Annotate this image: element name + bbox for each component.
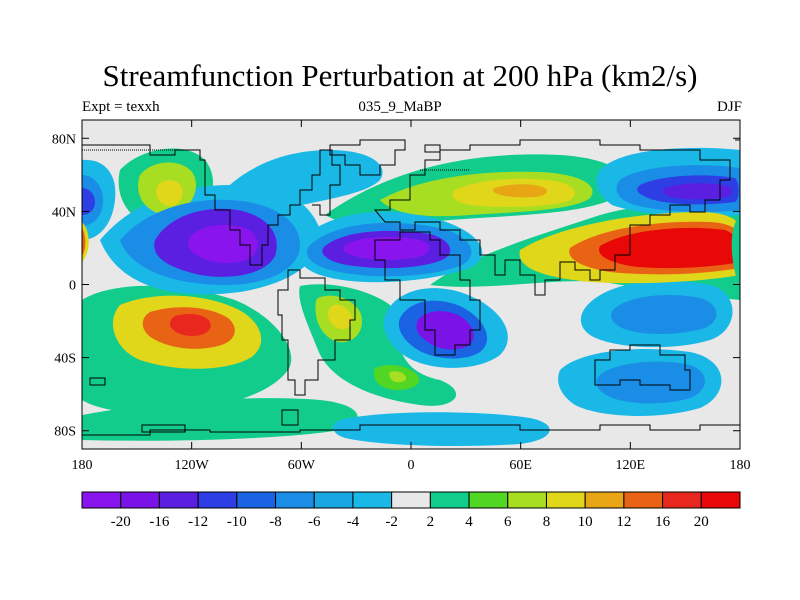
x-tick-label-1: 120W	[175, 458, 210, 473]
coastline-australia	[594, 344, 691, 391]
contour-red-east-pacific	[170, 314, 211, 336]
coastline-south-america	[277, 269, 356, 396]
colorbar-swatch-10	[468, 491, 509, 509]
colorbar-label-15: 20	[694, 514, 709, 530]
colorbar-label-3: -10	[227, 514, 247, 530]
coastline-antarctica	[82, 424, 740, 436]
colorbar: -20 -16 -12 -10 -8 -6 -4 -2 2 4 6 8 10 12 16 20	[81, 491, 741, 530]
colorbar-label-1: -16	[149, 514, 169, 530]
x-tick-label-5: 120E	[616, 458, 646, 473]
contour-blue-pacific-s-mid	[610, 295, 717, 334]
colorbar-label-4: -8	[269, 514, 282, 530]
y-tick-label-1: 40N	[52, 205, 76, 220]
colorbar-label-14: 16	[655, 514, 671, 530]
contour-deeppurple-africa	[343, 237, 430, 260]
colorbar-swatch-11	[507, 491, 547, 509]
subtitle-left: Expt = texxh	[82, 99, 160, 115]
colorbar-label-2: -12	[188, 514, 208, 530]
y-tick-label-4: 80S	[54, 425, 76, 440]
y-tick-label-2: 0	[69, 279, 76, 294]
colorbar-label-7: -2	[385, 514, 398, 530]
contour-yellowcore-atlantic	[328, 304, 353, 330]
colorbar-label-12: 10	[578, 514, 593, 530]
contour-field	[82, 147, 740, 446]
y-tick-label-3: 40S	[54, 352, 76, 367]
contour-blue-north-atlantic	[215, 150, 383, 214]
contour-purple-pacific-n	[662, 183, 732, 200]
subtitle-center: 035_9_MaBP	[358, 99, 442, 115]
coastline-eurasia	[373, 139, 731, 296]
colorbar-swatch-12	[545, 491, 586, 509]
colorbar-label-13: 12	[616, 514, 631, 530]
contour-purple-west-north	[82, 188, 95, 215]
coastline-africa	[374, 231, 481, 356]
x-tick-label-3: 0	[408, 458, 415, 473]
colorbar-swatch-2	[158, 491, 199, 509]
coastline-small-islands	[89, 139, 740, 433]
contour-yellow-south-atlantic	[389, 371, 407, 383]
colorbar-swatch-7	[352, 491, 393, 509]
colorbar-swatch-6	[313, 491, 354, 509]
x-tick-label-0: 180	[72, 458, 93, 473]
colorbar-label-5: -6	[308, 514, 321, 530]
coastline-greenland	[329, 139, 406, 176]
colorbar-label-0: -20	[111, 514, 131, 530]
contour-blue-antarctic	[333, 412, 550, 446]
map-axes: 180 120W 60W 0 60E 120E 180 80N 40N 0 40S 80S	[52, 120, 751, 473]
colorbar-swatch-16	[700, 491, 741, 509]
colorbar-label-11: 8	[543, 514, 551, 530]
colorbar-swatch-15	[662, 491, 702, 509]
x-tick-label-4: 60E	[509, 458, 532, 473]
colorbar-label-8: 2	[427, 514, 435, 530]
contour-yellowcore-west-north	[156, 180, 183, 206]
coastline-arctic-line	[82, 149, 470, 171]
colorbar-swatch-14	[623, 491, 664, 509]
colorbar-swatch-8	[391, 491, 431, 509]
contour-green-east-edge	[731, 215, 740, 290]
colorbar-swatch-13	[584, 491, 625, 509]
y-tick-label-0: 80N	[52, 132, 76, 147]
colorbar-label-9: 4	[465, 514, 473, 530]
colorbar-swatch-4	[236, 491, 277, 509]
colorbar-swatch-0	[81, 491, 122, 509]
x-tick-label-2: 60W	[288, 458, 316, 473]
colorbar-label-6: -4	[347, 514, 360, 530]
contour-blue-pacific-far-s-mid	[596, 361, 705, 404]
coastline-north-america	[82, 144, 341, 266]
contour-purple-indian	[416, 311, 474, 350]
colorbar-swatch-5	[275, 491, 315, 509]
colorbar-swatch-3	[197, 491, 238, 509]
contour-orange-east-edge	[82, 228, 86, 256]
coastlines	[82, 139, 740, 436]
contour-orange-core-eurasia	[493, 184, 547, 198]
x-tick-label-6: 180	[730, 458, 751, 473]
contour-red-asia	[599, 227, 740, 269]
colorbar-swatch-9	[429, 491, 470, 509]
colorbar-label-10: 6	[504, 514, 512, 530]
subtitle-right: DJF	[716, 99, 742, 115]
colorbar-swatch-1	[120, 491, 160, 509]
plot-title: Streamfunction Perturbation at 200 hPa (…	[102, 58, 698, 93]
